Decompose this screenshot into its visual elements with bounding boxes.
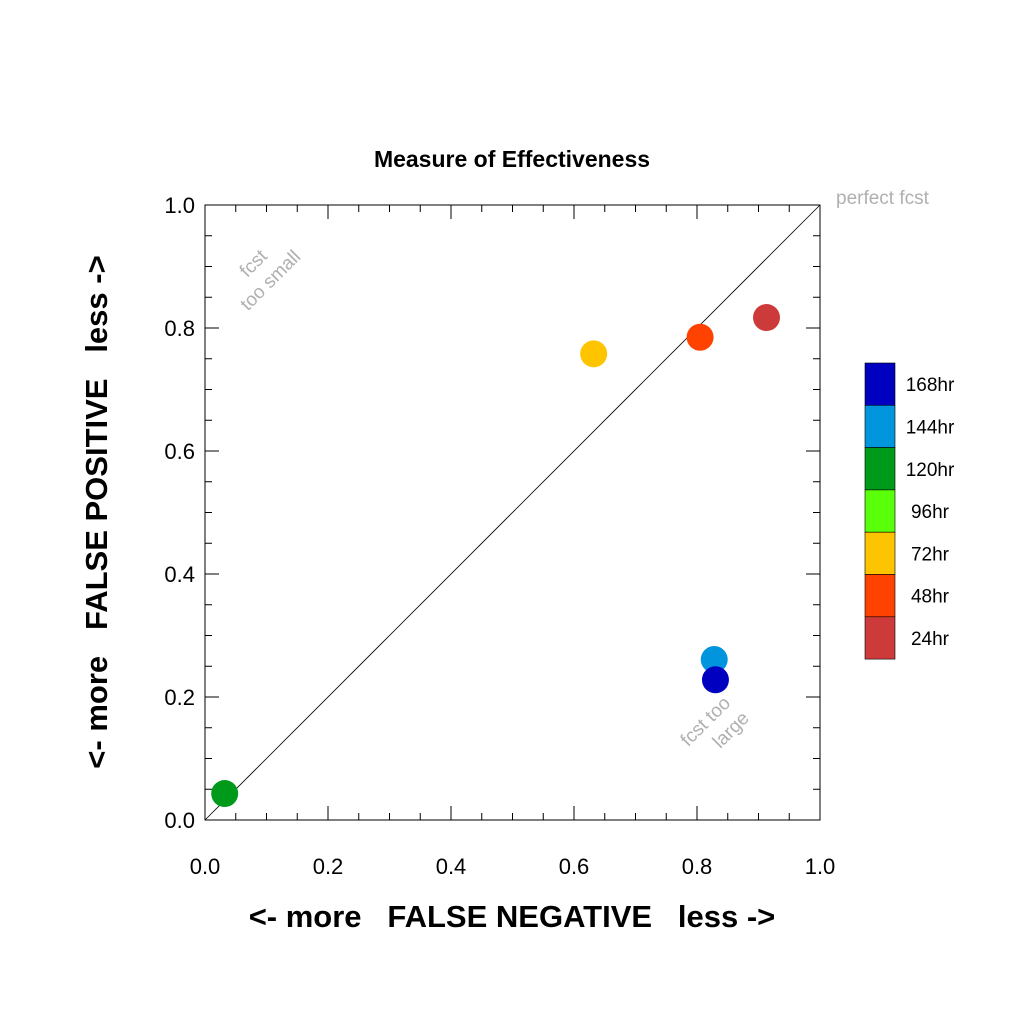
- legend-label-168hr: 168hr: [906, 375, 955, 396]
- major-ticks: [204, 204, 821, 821]
- legend: 168hr 144hr 120hr 96hr 72hr 48hr 24hr: [864, 362, 955, 660]
- x-tick-label: 0.6: [559, 854, 590, 879]
- x-tick-label: 1.0: [805, 854, 836, 879]
- legend-label-72hr: 72hr: [911, 544, 950, 565]
- minor-ticks: [205, 205, 820, 820]
- x-tick-label: 0.8: [682, 854, 713, 879]
- y-tick-label: 0.8: [164, 316, 195, 341]
- chart-title: Measure of Effectiveness: [374, 146, 650, 172]
- legend-swatch-120hr: [864, 447, 896, 491]
- y-tick-label: 0.0: [164, 808, 195, 833]
- y-tick-label: 0.2: [164, 685, 195, 710]
- point-48hr: [686, 323, 714, 351]
- legend-label-144hr: 144hr: [906, 417, 955, 438]
- point-168hr: [701, 666, 729, 694]
- legend-label-120hr: 120hr: [906, 460, 955, 481]
- x-tick-label: 0.0: [190, 854, 221, 879]
- too-large-label: fcst too large: [677, 693, 754, 753]
- point-144hr: [700, 645, 728, 673]
- legend-label-24hr: 24hr: [911, 629, 950, 650]
- legend-label-96hr: 96hr: [911, 502, 950, 523]
- y-tick-label: 0.4: [164, 562, 195, 587]
- legend-swatch-24hr: [864, 616, 896, 660]
- perfect-fcst-label: perfect fcst: [836, 188, 930, 209]
- x-tick-label: 0.2: [313, 854, 344, 879]
- legend-swatch-144hr: [864, 404, 896, 448]
- point-120hr: [211, 780, 239, 808]
- legend-swatch-96hr: [864, 489, 896, 533]
- y-axis-title: <- more FALSE POSITIVE less ->: [79, 255, 114, 768]
- data-points: [211, 304, 780, 808]
- legend-swatch-48hr: [864, 574, 896, 618]
- point-72hr: [580, 340, 608, 368]
- y-tick-labels: 0.0 0.2 0.4 0.6 0.8 1.0: [164, 193, 195, 833]
- legend-swatch-72hr: [864, 531, 896, 575]
- point-24hr: [752, 304, 780, 332]
- perfect-forecast-line: [204, 204, 821, 821]
- y-tick-label: 0.6: [164, 439, 195, 464]
- legend-label-48hr: 48hr: [911, 587, 950, 608]
- legend-swatch-168hr: [864, 362, 896, 406]
- x-tick-labels: 0.0 0.2 0.4 0.6 0.8 1.0: [190, 854, 836, 879]
- x-axis-title: <- more FALSE NEGATIVE less ->: [249, 899, 776, 934]
- x-tick-label: 0.4: [436, 854, 467, 879]
- too-small-label: fcst too small: [236, 245, 305, 315]
- y-tick-label: 1.0: [164, 193, 195, 218]
